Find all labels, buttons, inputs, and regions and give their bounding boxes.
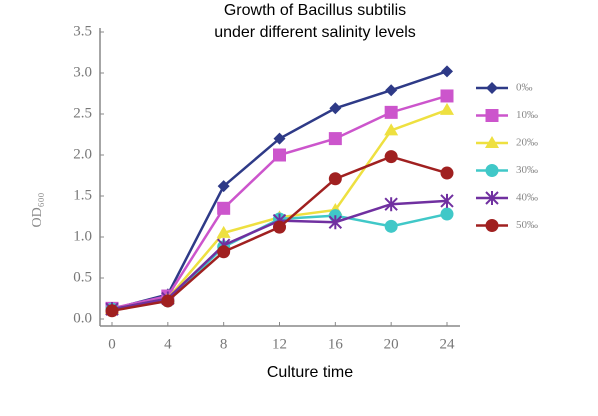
legend-marker — [485, 219, 499, 232]
marker — [161, 294, 175, 308]
x-tick-label: 12 — [272, 336, 287, 352]
x-tick-label: 16 — [328, 336, 344, 352]
legend-marker — [485, 109, 499, 122]
chart-title: Growth of Bacillus subtilis — [224, 2, 406, 19]
marker — [440, 207, 454, 221]
marker — [328, 132, 342, 146]
marker — [440, 102, 454, 115]
y-tick-label: 3.5 — [73, 23, 92, 39]
y-tick-label: 0.0 — [73, 310, 92, 326]
x-axis-label: Culture time — [267, 364, 353, 381]
marker — [384, 123, 399, 136]
marker — [217, 180, 230, 193]
marker — [440, 193, 454, 208]
y-axis-label: OD₆₀₀ — [30, 192, 45, 227]
y-tick-label: 0.5 — [73, 269, 92, 285]
legend-marker — [485, 136, 499, 148]
chart-title: under different salinity levels — [214, 24, 416, 41]
marker — [384, 105, 398, 119]
y-tick-label: 2.5 — [73, 105, 92, 121]
series-line — [111, 155, 448, 313]
legend-marker — [485, 191, 499, 205]
marker — [440, 166, 454, 180]
marker — [384, 197, 398, 212]
x-tick-label: 20 — [384, 336, 399, 352]
marker — [440, 89, 454, 103]
legend-label: 50‰ — [516, 219, 538, 231]
legend-label: 30‰ — [516, 164, 538, 176]
marker — [217, 245, 231, 259]
marker — [216, 225, 231, 238]
marker — [329, 102, 342, 115]
x-tick-label: 0 — [108, 336, 116, 352]
x-tick-label: 24 — [440, 336, 456, 352]
legend-label: 10‰ — [516, 109, 538, 121]
x-tick-label: 4 — [164, 336, 172, 352]
y-tick-label: 2.0 — [73, 146, 92, 162]
x-tick-label: 8 — [220, 336, 228, 352]
marker — [105, 304, 119, 318]
y-tick-label: 1.5 — [73, 187, 92, 203]
marker — [273, 148, 286, 162]
legend-label: 20‰ — [516, 137, 538, 149]
legend-marker — [485, 164, 499, 177]
marker — [384, 150, 398, 164]
marker — [384, 219, 398, 233]
legend-marker — [486, 82, 498, 94]
marker — [328, 215, 343, 230]
y-tick-label: 1.0 — [73, 228, 92, 244]
marker — [273, 132, 286, 145]
marker — [385, 84, 398, 97]
marker — [273, 220, 286, 234]
legend-label: 40‰ — [516, 192, 538, 204]
y-tick-label: 3.0 — [73, 64, 92, 80]
marker — [328, 172, 342, 186]
marker — [441, 65, 453, 78]
legend-label: 0‰ — [516, 82, 533, 94]
marker — [217, 201, 231, 215]
